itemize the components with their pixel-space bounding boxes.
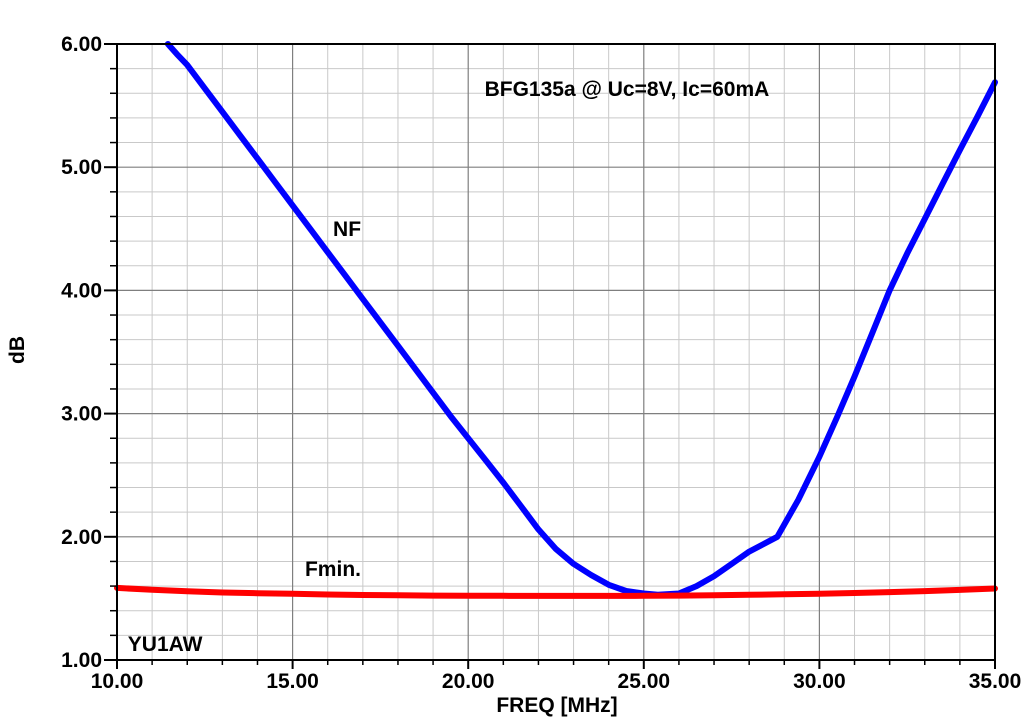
y-tick-label: 3.00 bbox=[61, 403, 102, 426]
chart-title: BFG135a @ Uc=8V, Ic=60mA bbox=[485, 78, 770, 101]
x-tick-label: 15.00 bbox=[266, 670, 319, 693]
x-tick-label: 20.00 bbox=[442, 670, 495, 693]
x-tick-label: 10.00 bbox=[91, 670, 144, 693]
series-curve-fmin bbox=[114, 584, 998, 599]
series-curve-nf bbox=[164, 41, 998, 598]
y-tick-label: 5.00 bbox=[61, 156, 102, 179]
y-axis-title: dB bbox=[6, 336, 29, 364]
curve-label-nf: NF bbox=[333, 218, 361, 241]
y-tick-label: 1.00 bbox=[61, 649, 102, 672]
x-tick-label: 35.00 bbox=[969, 670, 1022, 693]
y-tick-label: 4.00 bbox=[61, 279, 102, 302]
annotation-watermark: YU1AW bbox=[128, 633, 203, 656]
y-tick-label: 2.00 bbox=[61, 526, 102, 549]
x-axis-title: FREQ [MHz] bbox=[496, 694, 617, 717]
curve-label-fmin: Fmin. bbox=[305, 558, 361, 581]
x-tick-label: 30.00 bbox=[793, 670, 846, 693]
y-tick-label: 6.00 bbox=[61, 33, 102, 56]
plot-border bbox=[116, 43, 996, 661]
x-tick-label: 25.00 bbox=[618, 670, 671, 693]
